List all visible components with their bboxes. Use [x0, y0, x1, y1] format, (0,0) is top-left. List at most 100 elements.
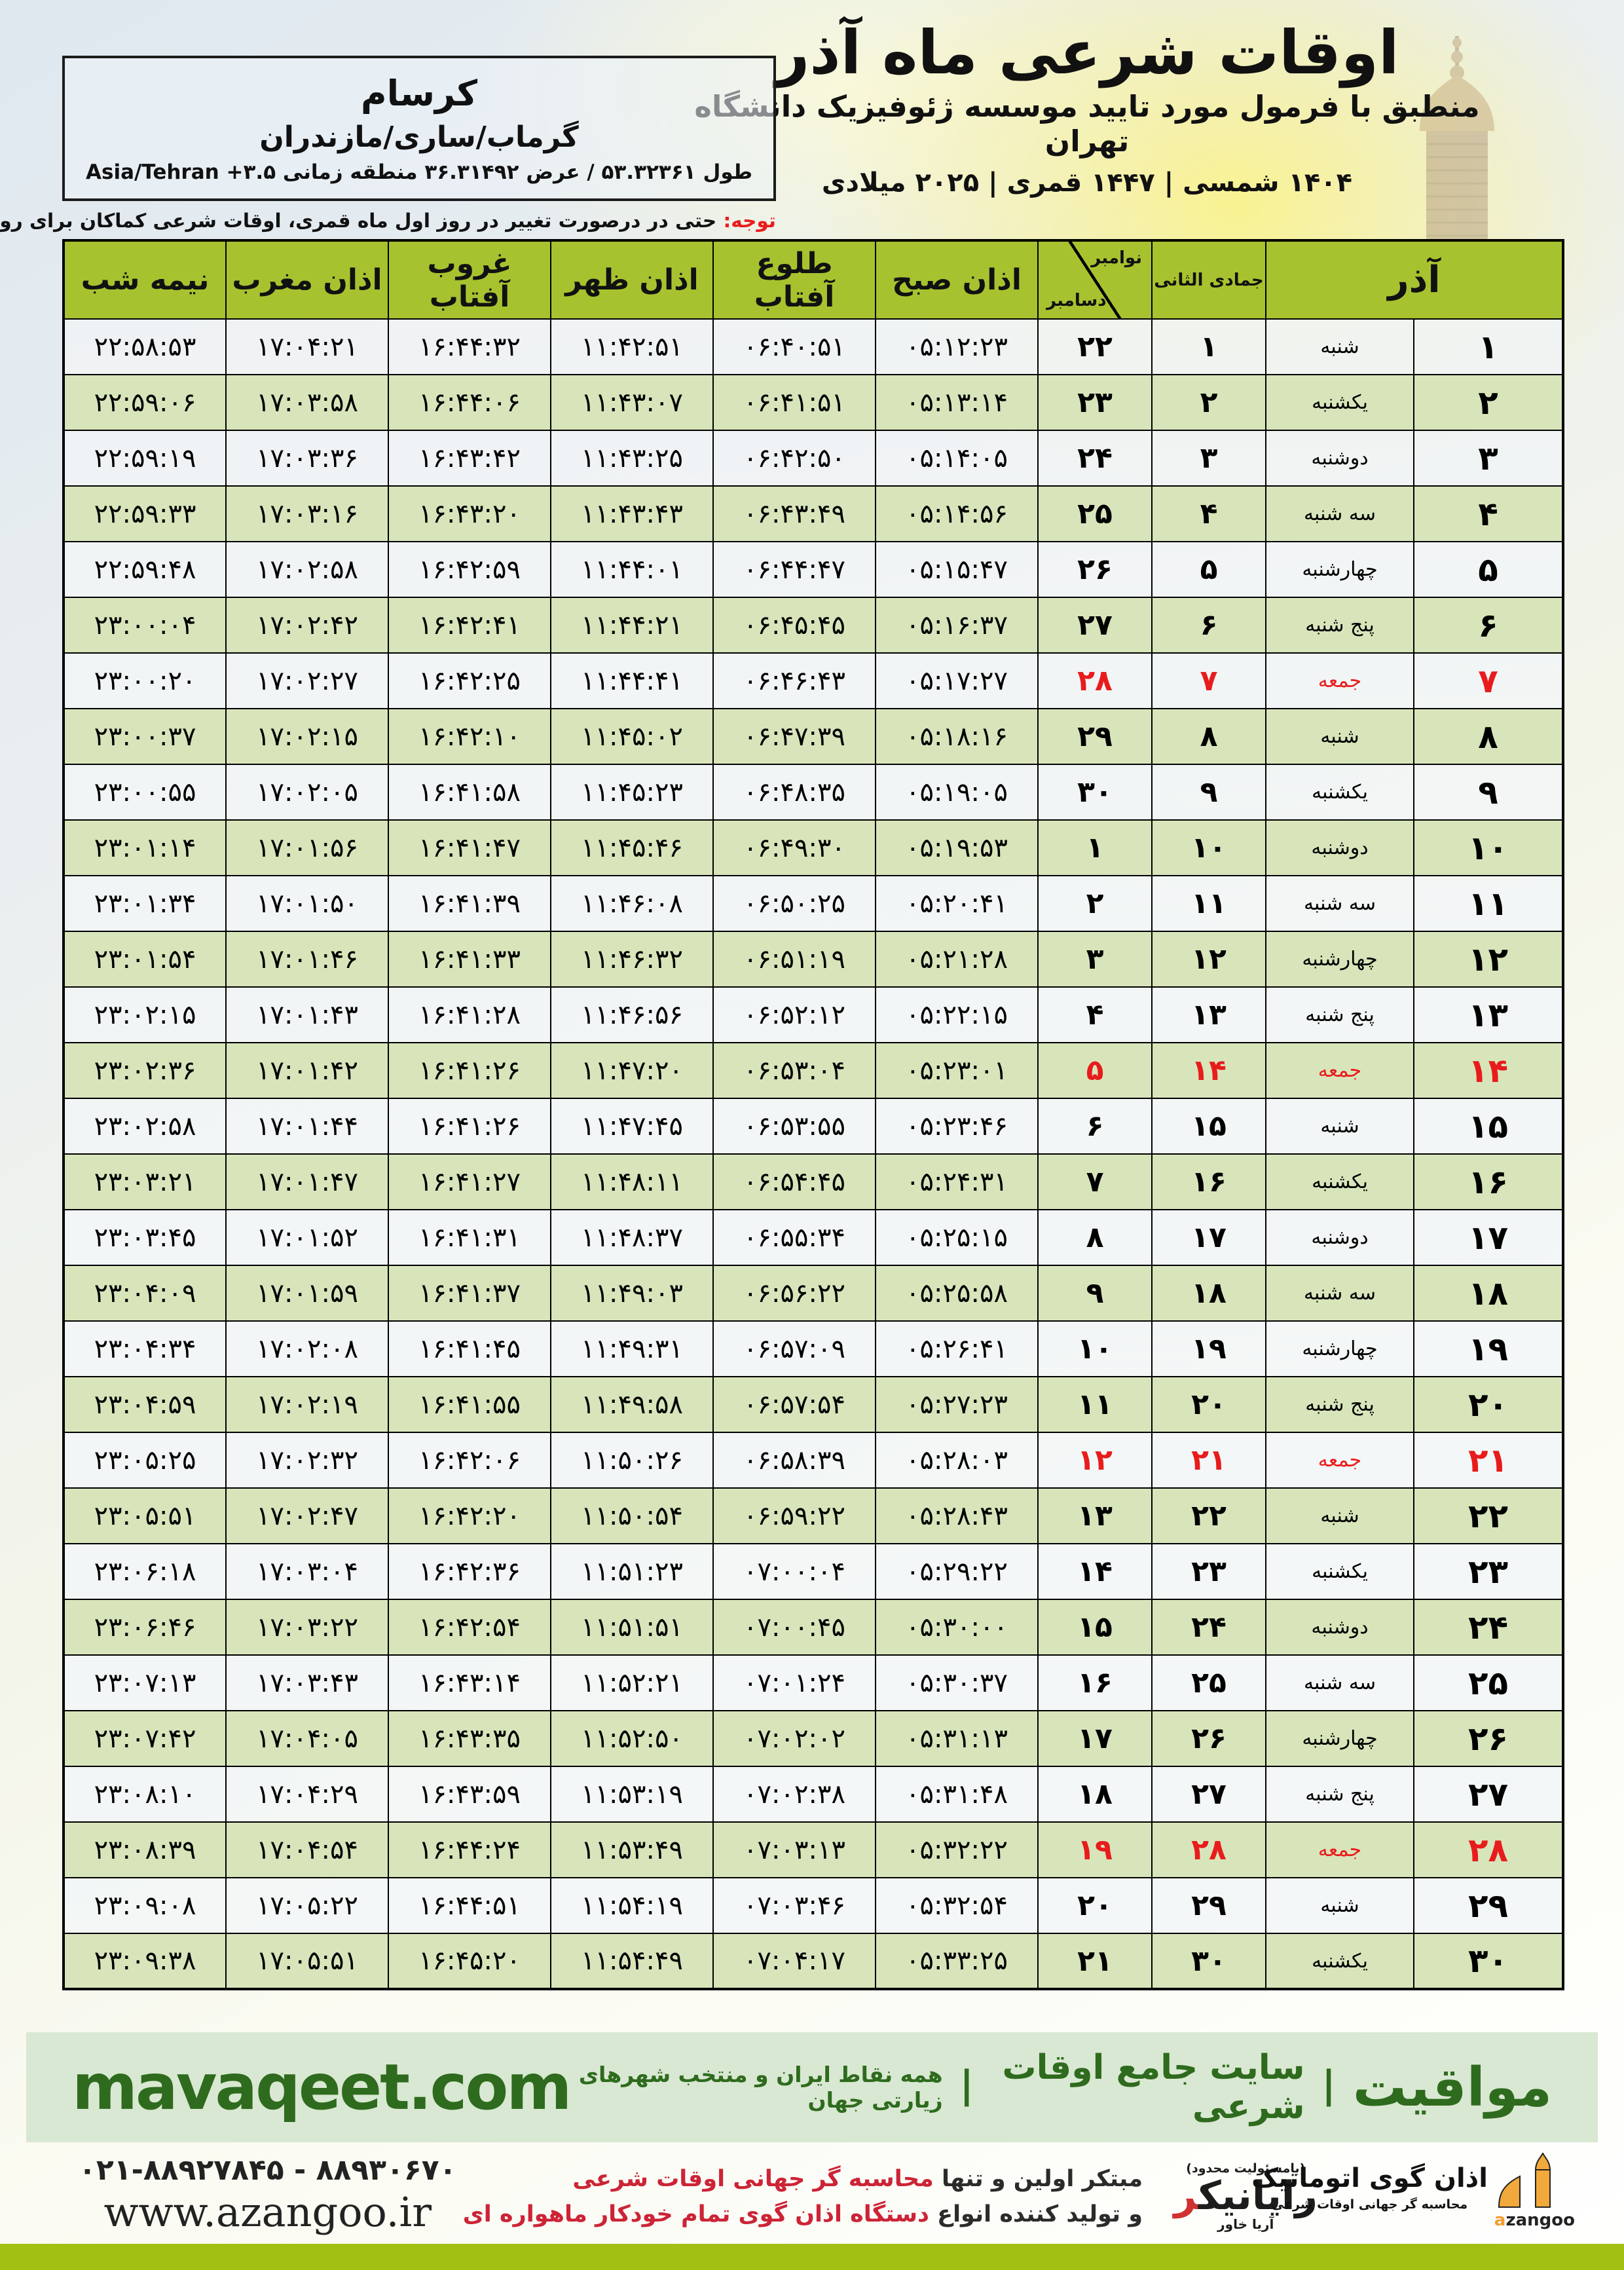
notice-text: حتی در درصورت تغییر در روز اول ماه قمری،…: [0, 210, 717, 232]
cell-dhuhr-time: ۱۱:۵۴:۴۹: [550, 1933, 714, 1990]
table-header-row: آذر جمادی الثانی نوامبر دسامبر اذان صبح …: [63, 240, 1564, 320]
cell-azar-day: ۱۹: [1413, 1320, 1564, 1377]
cell-sunrise-time: ۰۷:۰۳:۴۶: [712, 1877, 876, 1934]
cell-dhuhr-time: ۱۱:۴۷:۲۰: [550, 1042, 714, 1099]
location-coordinates: طول ۵۳.۳۲۳۶۱ / عرض ۳۶.۳۱۴۹۲ منطقه زمانی …: [86, 160, 753, 184]
table-row: ۴ سه شنبه ۴ ۲۵ ۰۵:۱۴:۵۶ ۰۶:۴۳:۴۹ ۱۱:۴۳:۴…: [63, 485, 1564, 542]
cell-midnight-time: ۲۲:۵۹:۰۶: [63, 374, 227, 431]
cell-weekday: دوشنبه: [1264, 819, 1415, 876]
cell-midnight-time: ۲۳:۰۹:۳۸: [63, 1933, 227, 1990]
header-november: نوامبر: [1091, 248, 1142, 268]
cell-azar-day: ۹: [1413, 764, 1564, 821]
azangoo-word-a: a: [1494, 2210, 1506, 2230]
cell-midnight-time: ۲۳:۰۳:۴۵: [63, 1209, 227, 1266]
cell-midnight-time: ۲۳:۰۱:۵۴: [63, 931, 227, 988]
cell-weekday: چهارشنبه: [1264, 1320, 1415, 1377]
cell-dhuhr-time: ۱۱:۴۷:۴۵: [550, 1098, 714, 1155]
cell-midnight-time: ۲۳:۰۷:۴۲: [63, 1710, 227, 1767]
cell-dhuhr-time: ۱۱:۴۳:۲۵: [550, 430, 714, 487]
cell-sunset-time: ۱۶:۴۲:۴۱: [388, 597, 551, 654]
cell-maghrib-time: ۱۷:۰۲:۱۹: [225, 1376, 389, 1433]
cell-azar-day: ۱۶: [1413, 1153, 1564, 1210]
cell-sunset-time: ۱۶:۴۳:۴۲: [388, 430, 551, 487]
table-row: ۲۲ شنبه ۲۲ ۱۳ ۰۵:۲۸:۴۳ ۰۶:۵۹:۲۲ ۱۱:۵۰:۵۴…: [63, 1487, 1564, 1544]
cell-sunrise-time: ۰۶:۵۲:۱۲: [712, 986, 876, 1043]
cell-dhuhr-time: ۱۱:۴۳:۴۳: [550, 485, 714, 542]
header-gregorian-month: نوامبر دسامبر: [1037, 240, 1153, 320]
azangoo-dome-icon: [1498, 2152, 1551, 2208]
cell-dhuhr-time: ۱۱:۴۹:۰۳: [550, 1265, 714, 1322]
cell-azar-day: ۷: [1413, 652, 1564, 709]
cell-weekday: یکشنبه: [1264, 1153, 1415, 1210]
cell-sunrise-time: ۰۶:۵۹:۲۲: [712, 1487, 876, 1544]
azangoo-icon-column: azangoo: [1494, 2151, 1575, 2230]
cell-fajr-time: ۰۵:۳۲:۲۲: [875, 1821, 1039, 1878]
cell-sunrise-time: ۰۶:۴۱:۵۱: [712, 374, 876, 431]
cell-hijri-day: ۱۰: [1151, 819, 1266, 876]
cell-azar-day: ۲۰: [1413, 1376, 1564, 1433]
cell-gregorian-day: ۲۶: [1037, 541, 1153, 598]
cell-sunset-time: ۱۶:۴۲:۲۰: [388, 1487, 551, 1544]
location-region: گرماب/ساری/مازندران: [259, 121, 579, 154]
cell-maghrib-time: ۱۷:۰۵:۲۲: [225, 1877, 389, 1934]
cell-midnight-time: ۲۳:۰۴:۳۴: [63, 1320, 227, 1377]
cell-hijri-day: ۱۴: [1151, 1042, 1266, 1099]
cell-sunset-time: ۱۶:۴۱:۳۷: [388, 1265, 551, 1322]
azangoo-text-column: اذان گوی اتوماتیک محاسبه گر جهانی اوقات …: [1251, 2151, 1488, 2212]
cell-azar-day: ۱۴: [1413, 1042, 1564, 1099]
cell-midnight-time: ۲۳:۰۱:۳۴: [63, 875, 227, 932]
cell-dhuhr-time: ۱۱:۴۸:۱۱: [550, 1153, 714, 1210]
cell-weekday: سه شنبه: [1264, 1654, 1415, 1711]
table-row: ۵ چهارشنبه ۵ ۲۶ ۰۵:۱۵:۴۷ ۰۶:۴۴:۴۷ ۱۱:۴۴:…: [63, 541, 1564, 598]
cell-hijri-day: ۲۹: [1151, 1877, 1266, 1934]
table-row: ۷ جمعه ۷ ۲۸ ۰۵:۱۷:۲۷ ۰۶:۴۶:۴۳ ۱۱:۴۴:۴۱ ۱…: [63, 652, 1564, 709]
cell-fajr-time: ۰۵:۲۷:۲۳: [875, 1376, 1039, 1433]
cell-dhuhr-time: ۱۱:۴۶:۰۸: [550, 875, 714, 932]
cell-midnight-time: ۲۳:۰۰:۵۵: [63, 764, 227, 821]
cell-gregorian-day: ۱۹: [1037, 1821, 1153, 1878]
cell-sunrise-time: ۰۶:۵۱:۱۹: [712, 931, 876, 988]
bottom-green-strip: [0, 2244, 1624, 2270]
cell-maghrib-time: ۱۷:۰۱:۴۳: [225, 986, 389, 1043]
promo-line1-red: محاسبه گر جهانی اوقات شرعی: [572, 2166, 934, 2192]
cell-weekday: جمعه: [1264, 1042, 1415, 1099]
table-row: ۲۹ شنبه ۲۹ ۲۰ ۰۵:۳۲:۵۴ ۰۷:۰۳:۴۶ ۱۱:۵۴:۱۹…: [63, 1877, 1564, 1934]
table-row: ۲۳ یکشنبه ۲۳ ۱۴ ۰۵:۲۹:۲۲ ۰۷:۰۰:۰۴ ۱۱:۵۱:…: [63, 1543, 1564, 1600]
notice-label: توجه:: [723, 210, 776, 232]
cell-hijri-day: ۳۰: [1151, 1933, 1266, 1990]
cell-gregorian-day: ۱۸: [1037, 1766, 1153, 1823]
cell-azar-day: ۸: [1413, 708, 1564, 765]
cell-hijri-day: ۱: [1151, 318, 1266, 375]
cell-hijri-day: ۲۴: [1151, 1599, 1266, 1656]
cell-gregorian-day: ۴: [1037, 986, 1153, 1043]
table-row: ۱۸ سه شنبه ۱۸ ۹ ۰۵:۲۵:۵۸ ۰۶:۵۶:۲۲ ۱۱:۴۹:…: [63, 1265, 1564, 1322]
azangoo-title: اذان گوی اتوماتیک: [1251, 2163, 1488, 2193]
cell-sunrise-time: ۰۶:۴۵:۴۵: [712, 597, 876, 654]
cell-weekday: دوشنبه: [1264, 1599, 1415, 1656]
cell-azar-day: ۲۵: [1413, 1654, 1564, 1711]
cell-midnight-time: ۲۳:۰۱:۱۴: [63, 819, 227, 876]
divider: |: [1321, 2062, 1336, 2107]
cell-sunrise-time: ۰۶:۵۳:۵۵: [712, 1098, 876, 1155]
cell-gregorian-day: ۷: [1037, 1153, 1153, 1210]
cell-maghrib-time: ۱۷:۰۱:۵۲: [225, 1209, 389, 1266]
cell-sunset-time: ۱۶:۴۵:۲۰: [388, 1933, 551, 1990]
cell-sunset-time: ۱۶:۴۲:۱۰: [388, 708, 551, 765]
table-row: ۱۹ چهارشنبه ۱۹ ۱۰ ۰۵:۲۶:۴۱ ۰۶:۵۷:۰۹ ۱۱:۴…: [63, 1320, 1564, 1377]
cell-midnight-time: ۲۳:۰۲:۳۶: [63, 1042, 227, 1099]
table-row: ۶ پنج شنبه ۶ ۲۷ ۰۵:۱۶:۳۷ ۰۶:۴۵:۴۵ ۱۱:۴۴:…: [63, 597, 1564, 654]
cell-sunset-time: ۱۶:۴۱:۵۵: [388, 1376, 551, 1433]
cell-midnight-time: ۲۳:۰۰:۲۰: [63, 652, 227, 709]
cell-azar-day: ۲۹: [1413, 1877, 1564, 1934]
cell-hijri-day: ۲۶: [1151, 1710, 1266, 1767]
azangoo-word-rest: zangoo: [1505, 2210, 1575, 2230]
cell-dhuhr-time: ۱۱:۴۳:۰۷: [550, 374, 714, 431]
table-row: ۲۷ پنج شنبه ۲۷ ۱۸ ۰۵:۳۱:۴۸ ۰۷:۰۲:۳۸ ۱۱:۵…: [63, 1766, 1564, 1823]
cell-sunset-time: ۱۶:۴۳:۳۵: [388, 1710, 551, 1767]
cell-midnight-time: ۲۲:۵۸:۵۳: [63, 318, 227, 375]
cell-sunset-time: ۱۶:۴۴:۲۴: [388, 1821, 551, 1878]
promo-line2-black: و تولید کننده انواع: [929, 2201, 1143, 2228]
cell-weekday: شنبه: [1264, 1098, 1415, 1155]
cell-gregorian-day: ۱۵: [1037, 1599, 1153, 1656]
cell-maghrib-time: ۱۷:۰۲:۱۵: [225, 708, 389, 765]
